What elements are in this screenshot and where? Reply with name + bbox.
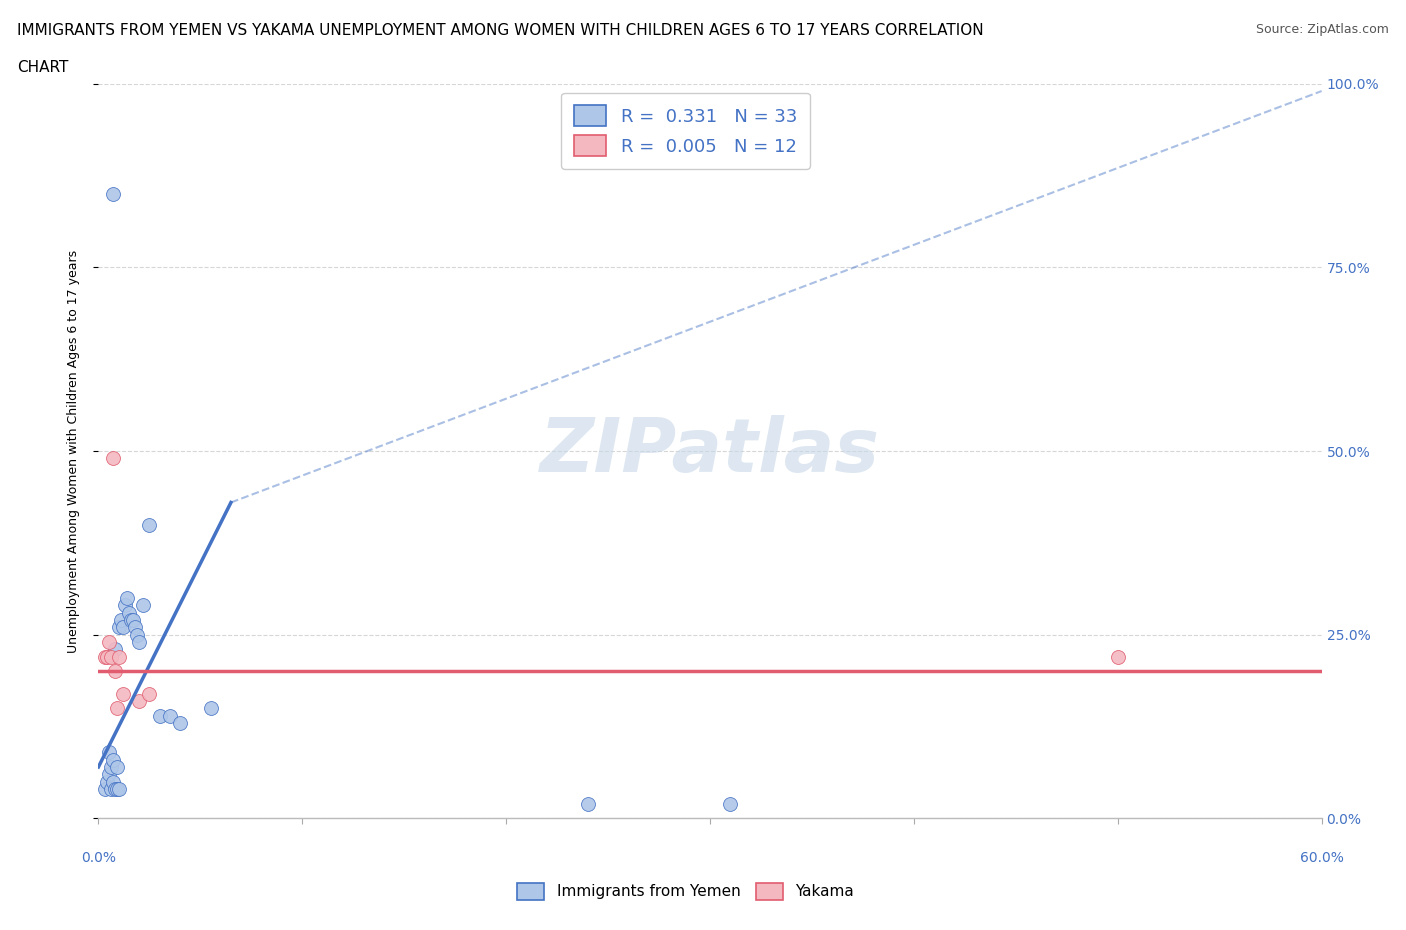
Point [93, 781, 115, 796]
Legend: Immigrants from Yemen, Yakama: Immigrants from Yemen, Yakama [510, 876, 860, 906]
Point [97, 634, 120, 649]
Point [122, 613, 145, 628]
Point [169, 715, 191, 730]
Point [104, 642, 127, 657]
Point [93, 649, 115, 664]
Point [132, 598, 155, 613]
Point [108, 781, 131, 796]
Point [101, 752, 124, 767]
Text: Source: ZipAtlas.com: Source: ZipAtlas.com [1256, 23, 1389, 36]
Point [138, 517, 160, 532]
Point [104, 664, 127, 679]
Point [120, 613, 142, 628]
Point [127, 628, 149, 643]
Text: 60.0%: 60.0% [1299, 851, 1344, 865]
Text: ZIPatlas: ZIPatlas [540, 415, 880, 487]
Point [138, 686, 160, 701]
Point [108, 649, 131, 664]
Point [111, 686, 134, 701]
Point [101, 451, 124, 466]
Point [115, 591, 138, 605]
Point [114, 598, 136, 613]
Point [104, 781, 127, 796]
Point [159, 708, 181, 723]
Point [149, 708, 172, 723]
Point [100, 781, 122, 796]
Point [124, 620, 146, 635]
Point [108, 620, 131, 635]
Text: CHART: CHART [17, 60, 69, 75]
Point [100, 760, 122, 775]
Point [111, 620, 134, 635]
Point [200, 701, 222, 716]
Text: IMMIGRANTS FROM YEMEN VS YAKAMA UNEMPLOYMENT AMONG WOMEN WITH CHILDREN AGES 6 TO: IMMIGRANTS FROM YEMEN VS YAKAMA UNEMPLOY… [17, 23, 984, 38]
Point [105, 760, 128, 775]
Point [101, 774, 124, 789]
Point [96, 774, 118, 789]
Point [1107, 649, 1129, 664]
Point [105, 701, 128, 716]
Text: 0.0%: 0.0% [82, 851, 115, 865]
Point [128, 634, 150, 649]
Point [96, 649, 118, 664]
Y-axis label: Unemployment Among Women with Children Ages 6 to 17 years: Unemployment Among Women with Children A… [67, 249, 80, 653]
Point [720, 796, 742, 811]
Point [97, 767, 120, 782]
Point [105, 781, 128, 796]
Point [118, 605, 141, 620]
Point [576, 796, 599, 811]
Point [100, 649, 122, 664]
Point [128, 694, 150, 709]
Point [97, 745, 120, 760]
Point [110, 613, 132, 628]
Point [101, 186, 124, 202]
